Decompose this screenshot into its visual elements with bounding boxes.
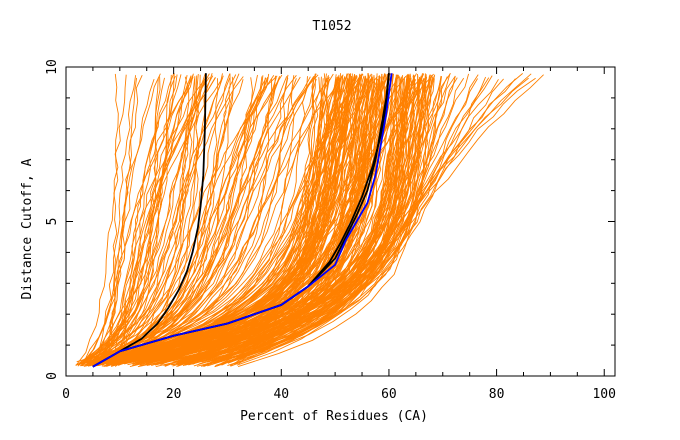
y-tick-label: 0 bbox=[45, 372, 60, 380]
model-curve bbox=[97, 74, 362, 363]
model-curve bbox=[116, 74, 319, 363]
model-curve bbox=[182, 78, 328, 367]
model-curve bbox=[188, 75, 344, 363]
model-curve bbox=[116, 78, 219, 362]
model-curve bbox=[92, 75, 137, 364]
model-curve bbox=[100, 73, 213, 364]
model-curve bbox=[124, 75, 435, 365]
x-tick-label: 20 bbox=[166, 387, 182, 402]
model-curve bbox=[185, 77, 536, 362]
series-line-1 bbox=[119, 73, 207, 353]
model-curve bbox=[114, 77, 159, 362]
model-curve bbox=[164, 73, 361, 367]
model-curve bbox=[109, 77, 428, 362]
model-curve bbox=[213, 77, 416, 365]
model-curve bbox=[91, 73, 194, 363]
model-curve bbox=[78, 74, 358, 365]
x-tick-label: 60 bbox=[381, 387, 397, 402]
x-tick-label: 80 bbox=[489, 387, 505, 402]
x-tick-label: 40 bbox=[273, 387, 289, 402]
x-tick-label: 100 bbox=[592, 387, 615, 402]
model-curve bbox=[115, 76, 196, 365]
model-curve bbox=[221, 74, 394, 362]
model-curve bbox=[93, 77, 253, 362]
model-curve bbox=[110, 75, 348, 367]
model-curve bbox=[220, 74, 349, 364]
model-curve bbox=[115, 78, 196, 364]
model-curve bbox=[110, 76, 288, 364]
model-curve bbox=[91, 74, 283, 362]
model-curve bbox=[107, 73, 119, 366]
model-curve bbox=[80, 77, 208, 366]
model-curve bbox=[77, 75, 188, 367]
model-curve bbox=[86, 78, 297, 365]
model-curve bbox=[142, 76, 420, 363]
model-curve bbox=[160, 73, 327, 366]
model-curve bbox=[115, 73, 351, 363]
model-curve bbox=[106, 77, 289, 367]
model-curve bbox=[76, 74, 289, 363]
model-curve bbox=[106, 74, 361, 364]
series-line-4 bbox=[92, 73, 393, 368]
model-curve bbox=[97, 76, 244, 363]
model-curve bbox=[83, 77, 138, 362]
model-curve bbox=[107, 78, 371, 366]
model-curve bbox=[232, 77, 405, 362]
chart-title: T1052 bbox=[312, 19, 351, 34]
model-curve bbox=[116, 77, 165, 365]
model-curve bbox=[82, 76, 190, 362]
y-tick-label: 10 bbox=[45, 59, 60, 75]
model-curve bbox=[230, 77, 409, 367]
model-curve bbox=[99, 77, 421, 363]
model-curve bbox=[94, 76, 210, 363]
model-curve bbox=[86, 77, 231, 366]
model-curve bbox=[103, 77, 359, 367]
model-curve bbox=[97, 78, 315, 365]
model-curve bbox=[112, 74, 544, 362]
model-curve bbox=[89, 76, 234, 367]
background-models bbox=[75, 73, 544, 368]
model-curve bbox=[238, 74, 316, 365]
model-curve bbox=[116, 73, 392, 362]
model-curve bbox=[105, 75, 276, 363]
model-curve bbox=[156, 77, 366, 363]
y-axis-label: Distance Cutoff, A bbox=[20, 158, 35, 299]
model-curve bbox=[93, 78, 398, 364]
axis-ticks: 0 20 40 60 80 100 0 5 10 bbox=[45, 59, 616, 402]
model-curve bbox=[207, 78, 324, 365]
model-curve bbox=[118, 73, 175, 366]
model-curve bbox=[84, 75, 278, 362]
model-curve bbox=[227, 73, 523, 367]
model-curve bbox=[97, 73, 363, 362]
model-curve bbox=[109, 76, 329, 365]
model-curve bbox=[114, 79, 244, 367]
model-curve bbox=[227, 77, 423, 362]
model-curve bbox=[91, 74, 178, 367]
model-curve bbox=[218, 73, 350, 362]
model-curve bbox=[75, 77, 330, 366]
y-tick-label: 5 bbox=[45, 218, 60, 226]
model-curve bbox=[112, 73, 348, 363]
model-curve bbox=[81, 77, 269, 366]
model-curve bbox=[155, 75, 433, 368]
model-curve bbox=[105, 75, 264, 366]
model-curve bbox=[186, 78, 405, 364]
x-tick-label: 0 bbox=[62, 387, 70, 402]
x-axis-label: Percent of Residues (CA) bbox=[240, 409, 428, 424]
model-curve bbox=[105, 77, 223, 362]
model-curve bbox=[109, 74, 275, 366]
model-curve bbox=[75, 74, 127, 366]
model-curve bbox=[107, 73, 240, 364]
model-curve bbox=[104, 73, 161, 363]
model-curve bbox=[221, 74, 373, 366]
highlighted-series bbox=[92, 73, 393, 368]
model-curve bbox=[237, 76, 434, 368]
model-curve bbox=[115, 77, 216, 363]
model-curve bbox=[82, 76, 194, 363]
model-curve bbox=[164, 78, 350, 367]
model-curve bbox=[105, 73, 207, 367]
